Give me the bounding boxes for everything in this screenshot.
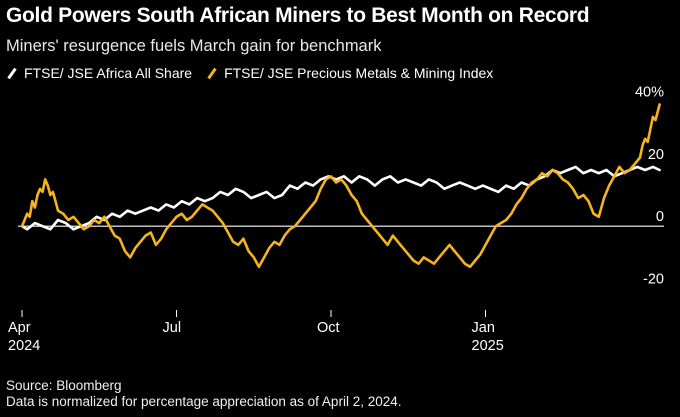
x-tick-year-label: 2025 [472, 338, 504, 354]
x-tick-label: Oct [317, 320, 340, 336]
x-tick-year-label: 2024 [8, 338, 40, 354]
series-line-precious-metals [20, 103, 661, 269]
x-tick-label: Apr [8, 320, 31, 336]
source-note: Source: Bloomberg [6, 378, 122, 393]
x-tick-label: Jan [472, 320, 495, 336]
legend-label-all-share: FTSE/ JSE Africa All Share [24, 65, 193, 81]
legend-item-all-share: FTSE/ JSE Africa All Share [6, 65, 192, 81]
x-tick-label: Jul [163, 320, 182, 336]
chart-title: Gold Powers South African Miners to Best… [6, 4, 590, 27]
legend: FTSE/ JSE Africa All Share FTSE/ JSE Pre… [6, 65, 507, 81]
y-tick-label: -20 [643, 272, 664, 288]
y-tick-label: 20 [648, 147, 664, 163]
y-tick-label: 40% [635, 84, 664, 100]
footer: Source: Bloomberg Data is normalized for… [6, 378, 401, 410]
legend-label-precious-metals: FTSE/ JSE Precious Metals & Mining Index [224, 65, 494, 81]
legend-item-precious-metals: FTSE/ JSE Precious Metals & Mining Index [206, 65, 493, 81]
normalization-note: Data is normalized for percentage apprec… [6, 394, 402, 409]
chart-subtitle: Miners' resurgence fuels March gain for … [6, 37, 382, 55]
y-tick-label: 0 [656, 209, 664, 225]
series-line-all-share [20, 165, 661, 231]
